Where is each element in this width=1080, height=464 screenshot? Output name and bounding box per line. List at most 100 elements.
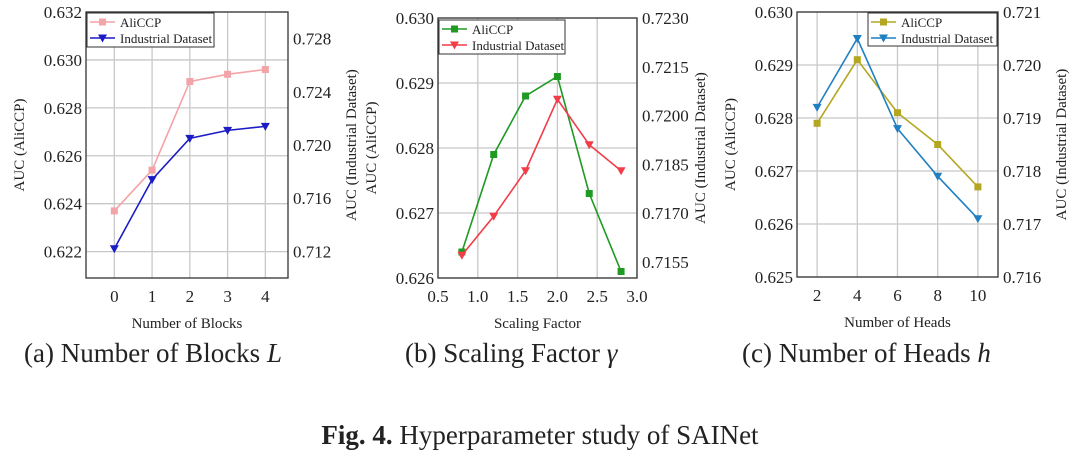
y2-tick-label: 0.718 [1003, 162, 1041, 181]
data-point-marker [934, 141, 942, 148]
figure-caption-label: Fig. 4. [321, 420, 393, 450]
figure-plots: 0 1 2 3 4 0.622 0.624 0.626 0.628 0.630 0.632 0.712… [12, 3, 1070, 332]
y2-tick-label: 0.7170 [642, 204, 689, 223]
x-tick-label: 1.0 [467, 287, 488, 306]
data-point-marker [973, 215, 983, 224]
y-tick-label: 0.624 [44, 195, 83, 214]
caption-a: (a) Number of Blocks L [24, 338, 282, 369]
y2-tick-label: 0.7215 [642, 58, 689, 77]
series-line-industrial [461, 97, 622, 256]
caption-b-symbol: γ [606, 338, 618, 368]
legend-box [438, 19, 566, 55]
data-point-marker [148, 166, 156, 174]
legend-marker [98, 34, 107, 43]
chart-panel-a: 0 1 2 3 4 0.622 0.624 0.626 0.628 0.630 0.632 0.712… [12, 3, 360, 332]
figure-caption: Fig. 4. Hyperparameter study of SAINet [0, 420, 1080, 451]
x-tick-label: 2 [186, 287, 195, 306]
y-axis-label: AUC (AliCCP) [723, 98, 739, 191]
data-point-marker [109, 245, 119, 254]
y2-tick-label: 0.7230 [642, 9, 689, 28]
data-point-marker [185, 134, 195, 143]
x-axis-label: Number of Blocks [132, 316, 243, 332]
plot-frame [437, 17, 638, 279]
x-tick-label: 2.0 [547, 287, 568, 306]
y-tick-label: 0.628 [755, 109, 793, 128]
y-tick-label: 0.630 [755, 3, 793, 22]
legend-marker [450, 41, 459, 50]
x-tick-label: 3 [223, 287, 232, 306]
legend-label: Industrial Dataset [901, 31, 993, 46]
y-tick-label: 0.625 [755, 268, 793, 287]
data-point-marker [490, 151, 498, 158]
data-point-marker [521, 167, 531, 176]
y2-tick-label: 0.720 [1003, 56, 1041, 75]
y2-tick-label: 0.7200 [642, 107, 689, 126]
x-tick-label: 2 [813, 286, 822, 305]
data-point-marker [223, 126, 233, 135]
y-tick-label: 0.626 [396, 269, 434, 288]
legend-marker [451, 25, 458, 33]
data-point-marker [522, 92, 530, 100]
x-tick-label: 10 [969, 286, 986, 305]
y2-tick-label: 0.721 [1003, 3, 1041, 22]
x-tick-label: 4 [853, 286, 862, 305]
data-point-marker [457, 251, 467, 260]
x-tick-label: 8 [933, 286, 942, 305]
y2-tick-label: 0.716 [1003, 268, 1041, 287]
data-point-marker [813, 119, 821, 127]
x-tick-label: 0 [110, 287, 119, 306]
y2-tick-label: 0.728 [293, 30, 331, 49]
data-point-marker [147, 176, 157, 185]
legend-marker [879, 34, 888, 43]
x-axis-label: Scaling Factor [494, 316, 581, 332]
data-point-marker [933, 172, 943, 181]
x-tick-label: 4 [261, 287, 270, 306]
caption-c: (c) Number of Heads h [742, 338, 991, 369]
y-tick-label: 0.628 [396, 139, 434, 158]
data-point-marker [894, 109, 901, 117]
data-point-marker [553, 73, 561, 80]
y-tick-label: 0.630 [396, 9, 434, 28]
legend-box [86, 12, 215, 48]
plot-frame [796, 11, 999, 278]
x-tick-label: 6 [893, 286, 902, 305]
data-point-marker [186, 77, 194, 85]
y2-tick-label: 0.716 [293, 189, 331, 208]
y-tick-label: 0.632 [44, 3, 82, 22]
y-tick-label: 0.622 [44, 243, 82, 262]
y2-tick-label: 0.720 [293, 136, 331, 155]
y-tick-label: 0.627 [396, 204, 435, 223]
x-tick-label: 3.0 [626, 287, 647, 306]
series-line-aliccp [461, 75, 622, 272]
y2-axis-label: AUC (Industrial Dataset) [344, 69, 360, 221]
x-tick-label: 0.5 [427, 287, 448, 306]
y-tick-label: 0.628 [44, 99, 82, 118]
y-tick-label: 0.626 [755, 215, 793, 234]
plot-frame [85, 11, 289, 279]
y-axis-label: AUC (AliCCP) [364, 102, 380, 195]
legend-label: AliCCP [901, 15, 942, 30]
caption-c-symbol: h [977, 338, 991, 368]
data-point-marker [853, 56, 861, 64]
data-point-marker [617, 268, 625, 275]
data-point-marker [489, 212, 499, 221]
y-tick-label: 0.630 [44, 51, 82, 70]
y2-axis-label: AUC (Industrial Dataset) [1054, 69, 1070, 221]
caption-a-text: (a) Number of Blocks [24, 338, 267, 368]
y-axis-label: AUC (AliCCP) [12, 99, 28, 192]
legend-box [867, 12, 998, 47]
data-point-marker [974, 183, 982, 191]
legend-label: Industrial Dataset [120, 31, 212, 46]
legend-label: AliCCP [472, 22, 513, 37]
data-point-marker [261, 66, 269, 74]
y2-tick-label: 0.724 [293, 83, 332, 102]
legend-marker [880, 18, 887, 26]
data-point-marker [260, 122, 270, 131]
data-point-marker [852, 35, 862, 43]
data-point-marker [812, 103, 822, 112]
y-tick-label: 0.627 [755, 162, 794, 181]
data-point-marker [552, 95, 562, 104]
y-tick-label: 0.629 [755, 56, 793, 75]
caption-c-text: (c) Number of Heads [742, 338, 978, 368]
